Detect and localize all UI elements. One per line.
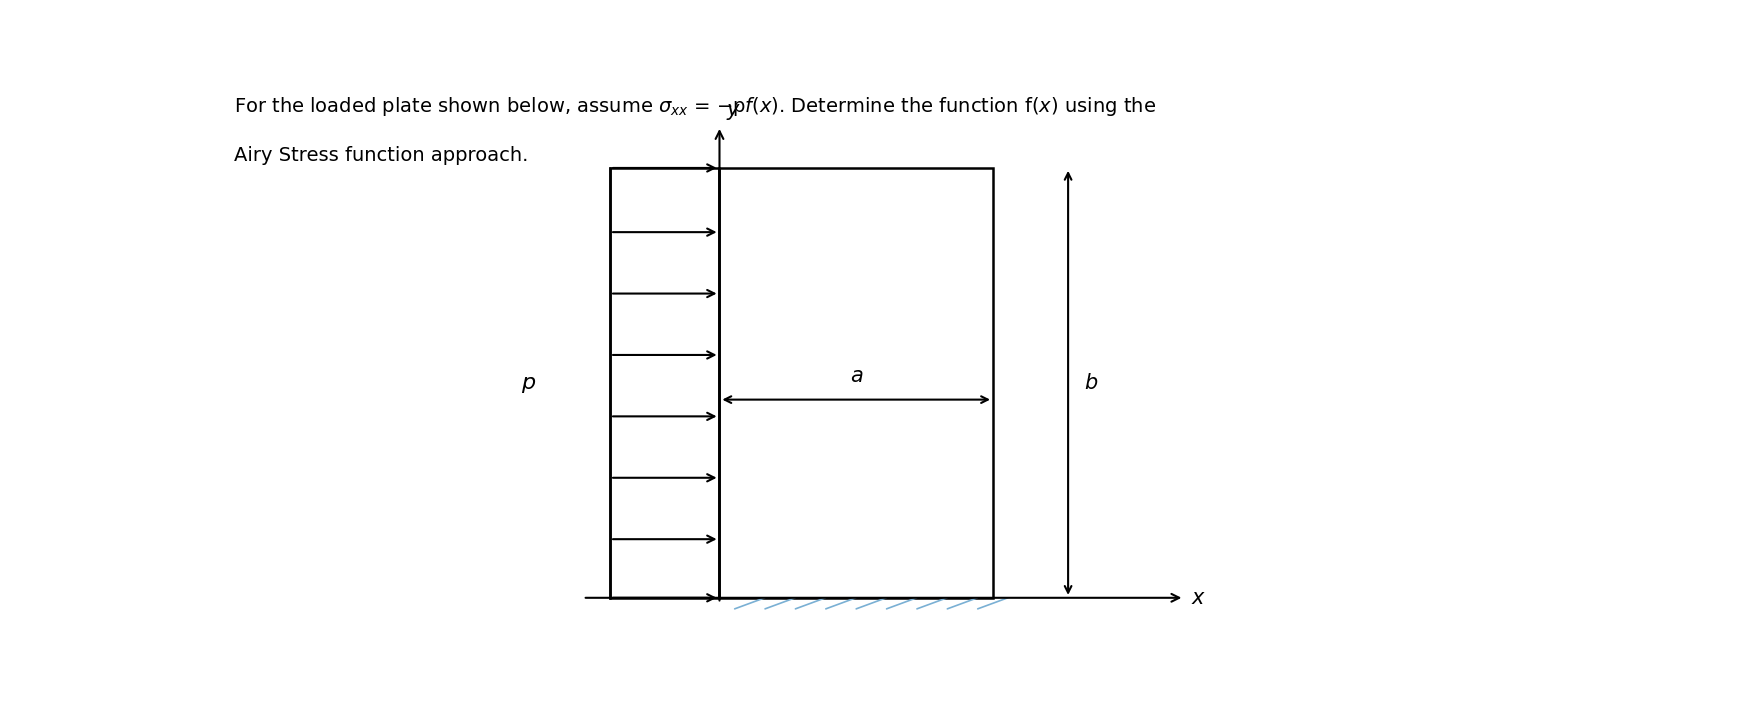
Text: p: p	[520, 373, 534, 393]
Text: y: y	[727, 101, 739, 120]
Text: b: b	[1085, 373, 1097, 393]
Bar	[610, 168, 720, 598]
Bar	[720, 168, 993, 598]
Text: For the loaded plate shown below, assume $\sigma_{xx}$ = $-$p$f$($x$). Determine: For the loaded plate shown below, assume…	[235, 96, 1157, 118]
Text: x: x	[1191, 588, 1203, 608]
Text: a: a	[850, 365, 863, 386]
Text: Airy Stress function approach.: Airy Stress function approach.	[235, 146, 529, 165]
